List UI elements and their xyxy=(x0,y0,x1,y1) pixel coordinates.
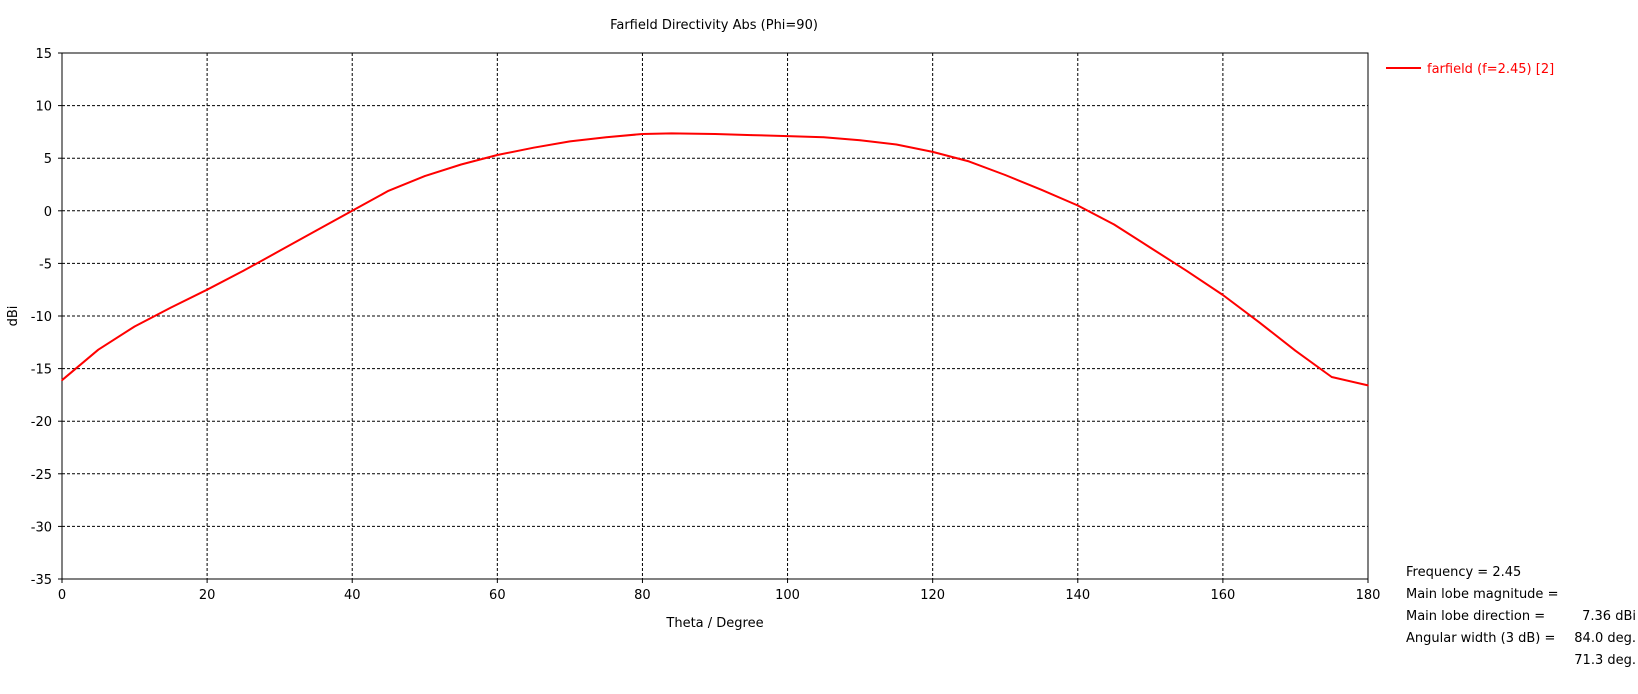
grid xyxy=(62,53,1368,579)
y-axis: 15 10 5 0 -5 -10 -15 -20 -25 -30 -35 xyxy=(31,47,62,588)
y-tick-label: -35 xyxy=(31,573,52,588)
data-point xyxy=(931,151,934,153)
y-tick-label: -30 xyxy=(31,520,52,535)
x-axis-label: Theta / Degree xyxy=(665,616,763,631)
data-point xyxy=(1294,349,1297,352)
data-point xyxy=(1185,269,1188,272)
data-point xyxy=(423,175,426,177)
main-lobe-direction-label: Main lobe direction = xyxy=(1406,609,1546,624)
frequency-row: Frequency = 2.45 xyxy=(1406,540,1636,580)
data-point xyxy=(1004,174,1007,176)
data-point xyxy=(278,249,281,252)
legend-label: farfield (f=2.45) [2] xyxy=(1427,62,1554,77)
x-tick-label: 80 xyxy=(634,588,651,603)
data-point xyxy=(1040,188,1043,191)
data-point xyxy=(714,133,716,135)
main-lobe-direction-value: 84.0 deg. xyxy=(1574,631,1636,646)
data-point xyxy=(1330,376,1333,378)
main-lobe-direction-row: Main lobe direction = 84.0 deg. xyxy=(1406,584,1636,646)
y-tick-label: 15 xyxy=(35,47,52,62)
frequency-label: Frequency = 2.45 xyxy=(1406,565,1522,580)
x-tick-label: 0 xyxy=(58,588,66,603)
data-point xyxy=(968,160,970,163)
data-point xyxy=(1076,204,1079,207)
data-point xyxy=(641,133,644,135)
main-lobe-magnitude-label: Main lobe magnitude = xyxy=(1406,587,1559,602)
x-tick-label: 180 xyxy=(1356,588,1381,603)
data-point xyxy=(786,135,789,137)
data-point xyxy=(496,154,499,156)
y-tick-label: -10 xyxy=(31,310,52,325)
y-tick-label: 10 xyxy=(35,100,52,115)
data-point xyxy=(532,146,535,149)
chart: Farfield Directivity Abs (Phi=90) 0 20 40 6… xyxy=(6,18,1554,631)
data-point xyxy=(670,132,673,135)
series xyxy=(61,132,1369,387)
x-tick-label: 160 xyxy=(1210,588,1235,603)
y-tick-label: -25 xyxy=(31,468,52,483)
data-point xyxy=(605,136,607,138)
main-lobe-magnitude-row: Main lobe magnitude = 7.36 dBi xyxy=(1406,562,1636,624)
x-axis: 0 20 40 60 80 100 120 140 160 180 xyxy=(58,579,1381,603)
data-point xyxy=(387,190,390,192)
data-point xyxy=(133,325,136,328)
y-tick-label: -15 xyxy=(31,363,52,378)
data-point xyxy=(823,136,825,138)
data-point xyxy=(460,163,462,166)
data-point xyxy=(1258,321,1260,324)
chart-title: Farfield Directivity Abs (Phi=90) xyxy=(610,18,818,33)
y-tick-label: -5 xyxy=(39,257,52,272)
data-point xyxy=(859,139,861,142)
data-point xyxy=(895,143,898,146)
y-tick-label: 0 xyxy=(44,205,52,220)
x-tick-label: 20 xyxy=(199,588,216,603)
y-tick-label: -20 xyxy=(31,415,52,430)
x-tick-label: 60 xyxy=(489,588,506,603)
data-point xyxy=(1222,294,1224,296)
x-tick-label: 120 xyxy=(920,588,945,603)
info-box: Frequency = 2.45 Main lobe magnitude = 7… xyxy=(1406,540,1636,668)
y-tick-label: 5 xyxy=(44,152,52,167)
angular-width-row: Angular width (3 dB) = 71.3 deg. xyxy=(1406,606,1636,668)
data-point xyxy=(242,269,245,272)
data-point xyxy=(170,306,172,309)
data-point xyxy=(61,379,63,381)
angular-width-value: 71.3 deg. xyxy=(1574,653,1636,668)
angular-width-label: Angular width (3 dB) = xyxy=(1406,631,1556,646)
legend[interactable]: farfield (f=2.45) [2] xyxy=(1386,62,1554,77)
data-point xyxy=(1149,246,1152,249)
series-line xyxy=(61,132,1369,387)
data-point xyxy=(315,229,317,232)
data-point xyxy=(750,134,753,136)
data-point xyxy=(351,210,354,212)
y-axis-label: dBi xyxy=(6,306,21,327)
data-point xyxy=(1367,384,1369,387)
data-point xyxy=(97,348,100,351)
data-point xyxy=(206,288,208,291)
main-lobe-magnitude-value: 7.36 dBi xyxy=(1582,609,1636,624)
x-tick-label: 40 xyxy=(344,588,361,603)
data-point xyxy=(1113,223,1115,226)
x-tick-label: 140 xyxy=(1065,588,1090,603)
x-tick-label: 100 xyxy=(775,588,800,603)
data-point xyxy=(569,140,571,143)
